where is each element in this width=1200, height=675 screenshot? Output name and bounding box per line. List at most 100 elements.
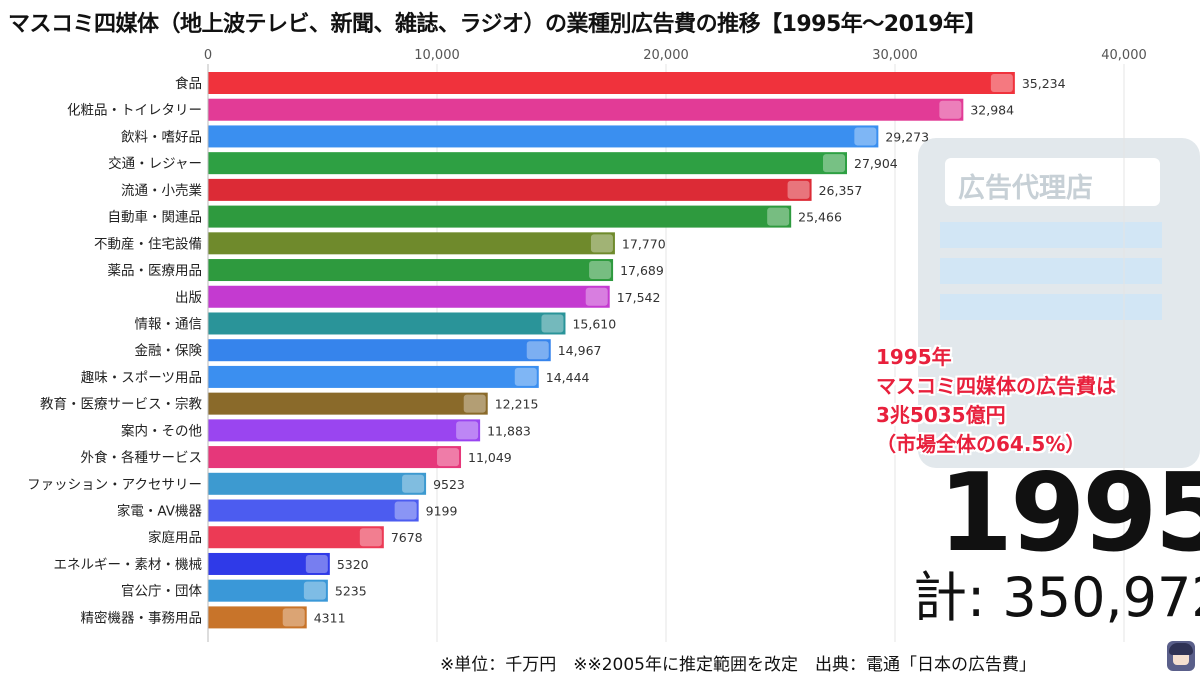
bar-chart: 0 10,000 20,000 30,000 40,000 食品 35,234 化粧品・トイレ… xyxy=(27,48,1147,642)
category-label: 出版 xyxy=(175,290,202,306)
summary-heading: マスコミ四媒体の広告費は xyxy=(876,374,1116,398)
value-label: 27,904 xyxy=(854,156,898,171)
bar xyxy=(208,339,551,362)
source-footnote: ※単位：千万円 ※※2005年に推定範囲を改定 出典：電通「日本の広告費」 xyxy=(440,655,1036,675)
chart-title: マスコミ四媒体（地上波テレビ、新聞、雑誌、ラジオ）の業種別広告費の推移【1995… xyxy=(8,12,987,37)
category-label: 流通・小売業 xyxy=(121,183,202,199)
category-label: 金融・保険 xyxy=(135,343,203,359)
bar xyxy=(208,499,419,522)
category-label: 飲料・嗜好品 xyxy=(121,129,202,145)
category-label: 趣味・スポーツ用品 xyxy=(81,370,202,386)
value-label: 14,444 xyxy=(546,370,590,385)
bar-end-icon xyxy=(303,581,326,600)
summary-amount: 3兆5035億円 xyxy=(876,403,1006,427)
summary-annotation: 1995年 マスコミ四媒体の広告費は 3兆5035億円 （市場全体の64.5%） xyxy=(876,343,1116,459)
value-label: 4311 xyxy=(314,610,346,625)
bar xyxy=(208,259,614,282)
category-label: 精密機器・事務用品 xyxy=(81,609,203,626)
category-label: 自動車・関連品 xyxy=(108,210,203,226)
category-label: エネルギー・素材・機械 xyxy=(54,557,203,573)
bar xyxy=(208,419,481,442)
category-label: 家庭用品 xyxy=(148,529,202,546)
value-label: 11,883 xyxy=(487,423,531,438)
summary-share: （市場全体の64.5%） xyxy=(876,432,1086,456)
bar-end-icon xyxy=(305,554,328,573)
category-label: 食品 xyxy=(175,75,202,92)
agency-illustration-label: 広告代理店 xyxy=(958,173,1093,204)
bar xyxy=(208,232,615,255)
avatar-hair xyxy=(1169,643,1193,655)
bar-end-icon xyxy=(854,127,877,146)
agency-illustration-stripe xyxy=(940,294,1162,320)
total-label: 計: 350,972 xyxy=(913,566,1200,629)
bar xyxy=(208,552,330,575)
bar-end-icon xyxy=(526,341,549,360)
summary-year: 1995年 xyxy=(876,345,952,369)
value-label: 29,273 xyxy=(885,129,929,144)
bar-end-icon xyxy=(787,180,810,199)
bar-end-icon xyxy=(394,501,417,520)
bar xyxy=(208,606,307,629)
value-label: 15,610 xyxy=(572,316,616,331)
category-label: 不動産・住宅設備 xyxy=(94,236,202,252)
category-label: 教育・医療サービス・宗教 xyxy=(40,396,202,413)
bar-end-icon xyxy=(402,474,425,493)
bar-end-icon xyxy=(990,74,1013,92)
bar xyxy=(208,98,964,121)
bar-end-icon xyxy=(823,154,846,173)
value-label: 12,215 xyxy=(495,397,539,412)
category-label: 官公庁・団体 xyxy=(121,584,202,600)
category-label: 案内・その他 xyxy=(121,422,202,439)
value-label: 9199 xyxy=(426,504,458,519)
bar-end-icon xyxy=(282,608,305,627)
value-label: 5235 xyxy=(335,584,367,599)
bar xyxy=(208,579,328,602)
category-label: 家電・AV機器 xyxy=(117,503,203,520)
bar xyxy=(208,392,488,415)
x-tick-label: 30,000 xyxy=(872,48,918,63)
category-label: 情報・通信 xyxy=(135,316,203,332)
value-label: 17,770 xyxy=(622,236,666,251)
x-tick-label: 10,000 xyxy=(414,48,460,63)
category-label: 交通・レジャー xyxy=(108,155,202,172)
x-tick-label: 20,000 xyxy=(643,48,689,63)
bar-end-icon xyxy=(590,234,613,253)
value-label: 26,357 xyxy=(819,183,863,198)
bar xyxy=(208,312,566,335)
value-label: 14,967 xyxy=(558,343,602,358)
category-label: 外食・各種サービス xyxy=(81,449,203,466)
bar xyxy=(208,205,792,228)
bar xyxy=(208,446,462,469)
year-label: 1995 xyxy=(938,451,1200,576)
value-label: 32,984 xyxy=(970,103,1014,118)
value-label: 17,542 xyxy=(617,290,661,305)
bar-end-icon xyxy=(456,421,479,440)
value-label: 11,049 xyxy=(468,450,512,465)
title-bar: マスコミ四媒体（地上波テレビ、新聞、雑誌、ラジオ）の業種別広告費の推移【1995… xyxy=(0,0,1200,42)
value-label: 25,466 xyxy=(798,210,842,225)
value-label: 35,234 xyxy=(1022,76,1066,91)
category-label: 化粧品・トイレタリー xyxy=(67,103,202,119)
bar xyxy=(208,285,610,308)
bar-end-icon xyxy=(463,394,486,413)
bar xyxy=(208,72,1015,94)
value-label: 7678 xyxy=(391,530,423,545)
bar-end-icon xyxy=(359,528,382,547)
bar xyxy=(208,178,812,201)
bar xyxy=(208,526,384,549)
avatar xyxy=(1167,641,1195,671)
bar xyxy=(208,472,427,495)
bar-end-icon xyxy=(437,448,460,467)
value-label: 9523 xyxy=(433,477,465,492)
category-label: ファッション・アクセサリー xyxy=(27,477,202,493)
agency-illustration-stripe xyxy=(940,222,1162,248)
agency-illustration-stripe xyxy=(940,258,1162,284)
value-label: 5320 xyxy=(337,557,369,572)
value-label: 17,689 xyxy=(620,263,664,278)
bar-end-icon xyxy=(939,100,962,119)
bar xyxy=(208,152,848,175)
bar xyxy=(208,125,879,148)
bar-end-icon xyxy=(767,207,790,226)
x-tick-label: 40,000 xyxy=(1101,48,1147,63)
bar-end-icon xyxy=(541,314,564,333)
